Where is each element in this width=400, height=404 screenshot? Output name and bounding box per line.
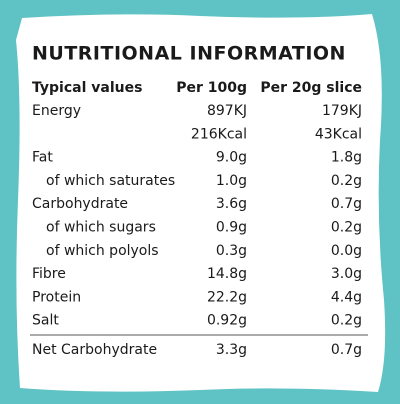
row-label: Energy — [32, 103, 81, 119]
cell: 22.2g — [207, 289, 247, 305]
column-header: Per 20g slice — [260, 80, 362, 96]
cell: 9.0g — [216, 150, 247, 166]
row-label: Net Carbohydrate — [32, 342, 157, 358]
cell: 0.7g — [331, 196, 362, 212]
title: NUTRITIONAL INFORMATION — [32, 43, 346, 65]
row-label: Salt — [32, 313, 59, 329]
cell: 216Kcal — [191, 126, 247, 142]
row-label: Protein — [32, 289, 81, 305]
cell: 0.0g — [331, 243, 362, 259]
cell: 0.2g — [331, 313, 362, 329]
cell: 1.8g — [331, 150, 362, 166]
cell: 14.8g — [207, 266, 247, 282]
cell: 0.2g — [331, 220, 362, 236]
sub-row-label: of which saturates — [46, 173, 175, 189]
column-header: Per 100g — [176, 80, 247, 96]
cell: 0.7g — [331, 342, 362, 358]
cell: 897KJ — [207, 103, 247, 119]
column-header: Typical values — [32, 80, 142, 96]
cell: 43Kcal — [315, 126, 362, 142]
row-label: Carbohydrate — [32, 196, 128, 212]
row-label: Fibre — [32, 266, 66, 282]
row-label: Fat — [32, 150, 53, 166]
cell: 3.6g — [216, 196, 247, 212]
card-blob — [16, 14, 386, 392]
cell: 1.0g — [216, 173, 247, 189]
cell: 3.3g — [216, 342, 247, 358]
sub-row-label: of which sugars — [46, 220, 156, 236]
cell: 0.3g — [216, 243, 247, 259]
cell: 4.4g — [331, 289, 362, 305]
cell: 0.92g — [207, 313, 247, 329]
cell: 3.0g — [331, 266, 362, 282]
cell: 0.9g — [216, 220, 247, 236]
sub-row-label: of which polyols — [46, 243, 159, 259]
cell: 0.2g — [331, 173, 362, 189]
cell: 179KJ — [322, 103, 362, 119]
